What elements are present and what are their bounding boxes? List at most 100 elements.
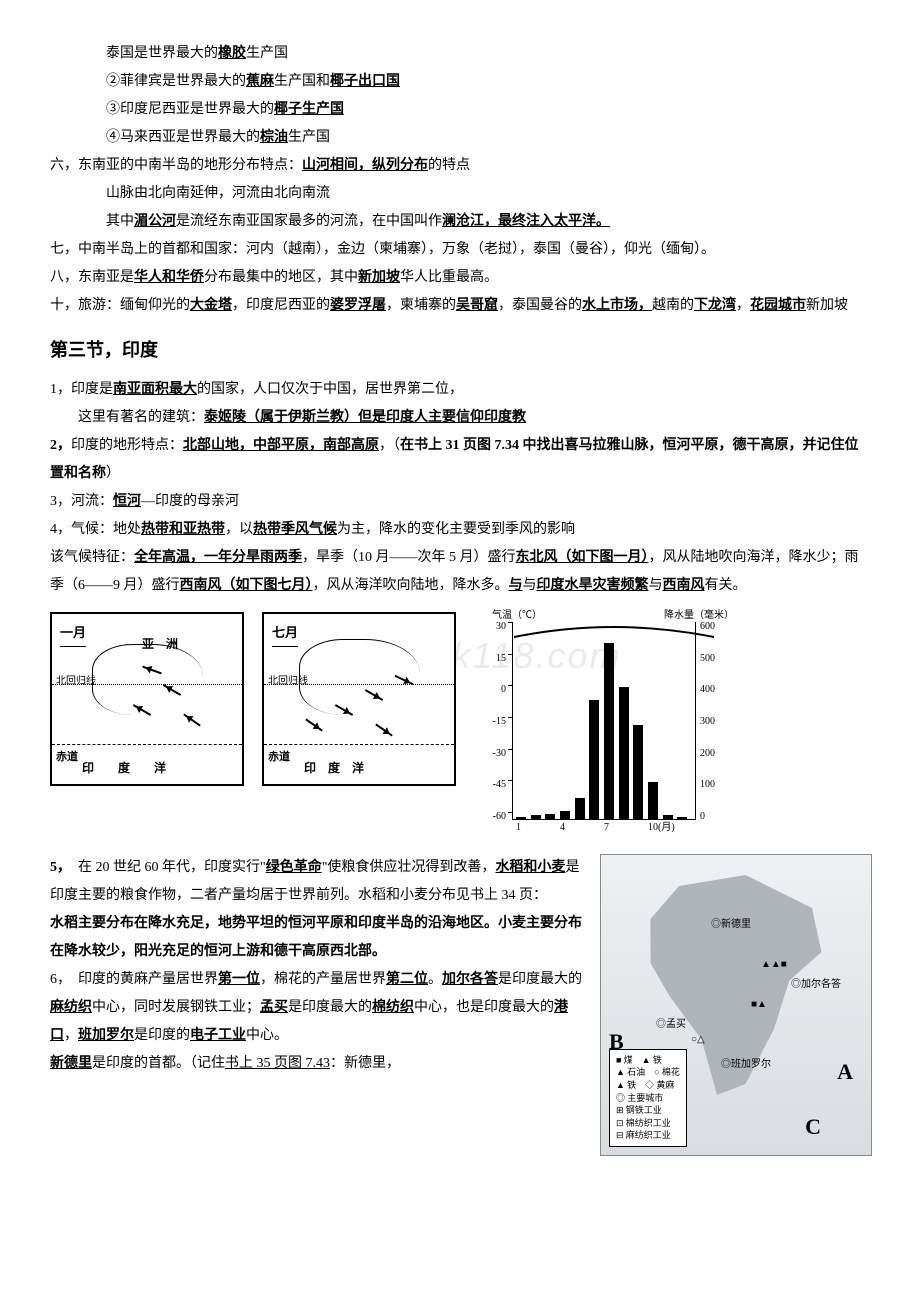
text: 的特点 (428, 158, 470, 173)
text: 八，东南亚是 (50, 270, 134, 285)
text: 生产国 (246, 46, 288, 61)
text: 华人和华侨 (134, 270, 204, 285)
text: 3，河流： (50, 494, 113, 509)
legend-row: ⊞ 钢铁工业 (616, 1104, 680, 1117)
label-equator: 赤道 (268, 746, 290, 768)
text: 。 (428, 972, 442, 987)
text: 中心。 (246, 1028, 288, 1043)
text: ， (64, 1028, 78, 1043)
text: —印度的母亲河 (141, 494, 239, 509)
text: 澜沧江，最终注入太平洋。 (442, 214, 610, 229)
text: 麻纺织 (50, 1000, 92, 1015)
text: 孟买 (260, 1000, 288, 1015)
text: ，泰国曼谷的 (498, 298, 582, 313)
text: 东北风（如下图一月） (516, 550, 649, 565)
text: 为主，降水的变化主要受到季风的影响 (337, 522, 575, 537)
map-legend: ■ 煤 ▲ 铁 ▲ 石油 ○ 棉花 ▲ 铁 ◇ 黄麻 ◎ 主要城市 ⊞ 钢铁工业… (609, 1049, 687, 1147)
temp-curve (514, 622, 714, 822)
text: 恒河 (113, 494, 141, 509)
city-mumbai: ◎孟买 (656, 1015, 686, 1035)
text: 棉纺织 (372, 1000, 414, 1015)
text: 棕油 (260, 130, 288, 145)
text: 蕉麻 (246, 74, 274, 89)
ytick-left: 15 (496, 649, 506, 669)
text: 橡胶 (218, 46, 246, 61)
text: ②菲律宾是世界最大的 (106, 74, 246, 89)
text: 这里有著名的建筑： (78, 410, 204, 425)
text: 印度水旱灾害频繁 (537, 578, 649, 593)
text: "使粮食供应壮况得到改善， (322, 860, 496, 875)
text: 西南风（如下图七月） (180, 578, 313, 593)
text: 花园城市 (750, 298, 806, 313)
label-ocean: 印 度 洋 (82, 756, 166, 780)
text: ，风从海洋吹向陆地，降水多。 (313, 578, 509, 593)
ytick-left: -45 (493, 775, 506, 795)
text: 下龙湾 (694, 298, 736, 313)
text: 山河相间，纵列分布 (302, 158, 428, 173)
text: 是印度最大的 (498, 972, 582, 987)
legend-row: ◎ 主要城市 (616, 1092, 680, 1105)
text: 全年高温，一年分旱雨两季 (134, 550, 302, 565)
text: 第二位 (386, 972, 428, 987)
text: 十，旅游：缅甸仰光的 (50, 298, 190, 313)
label-ocean: 印 度 洋 (304, 756, 364, 780)
text: 是印度的首都。（记住 (92, 1056, 225, 1071)
text: ， (736, 298, 750, 313)
text: ，棉花的产量居世界 (260, 972, 386, 987)
text: 中心，也是印度最大的 (414, 1000, 554, 1015)
text: 印度教 (484, 410, 526, 425)
text: 泰国是世界最大的 (106, 46, 218, 61)
text: 在 20 世纪 60 年代，印度实行" (64, 860, 266, 875)
text: 新加坡 (358, 270, 400, 285)
text: 5， (50, 860, 64, 875)
legend-row: ⊟ 麻纺织工业 (616, 1129, 680, 1142)
text: 与 (649, 578, 663, 593)
text: 是流经东南亚国家最多的河流，在中国叫作 (176, 214, 442, 229)
text: 中心，同时发展钢铁工业； (92, 1000, 260, 1015)
text: 越南的 (652, 298, 694, 313)
symbol: ○△ (691, 1030, 705, 1050)
map-july: 七月 北回归线 赤道 印 度 洋 (262, 612, 456, 786)
text: 的国家，人口仅次于中国，居世界第二位， (197, 382, 463, 397)
text: ④马来西亚是世界最大的 (106, 130, 260, 145)
map-january: 一月 亚 洲 北回归线 赤道 印 度 洋 (50, 612, 244, 786)
city-bangalore: ◎班加罗尔 (721, 1055, 771, 1075)
text: 新加坡 (806, 298, 848, 313)
text: 热带季风气候 (253, 522, 337, 537)
legend-row: ■ 煤 ▲ 铁 (616, 1054, 680, 1067)
label-equator: 赤道 (56, 746, 78, 768)
text: 婆罗浮屠 (330, 298, 386, 313)
city-kolkata: ◎加尔各答 (791, 975, 841, 995)
text: 华人比重最高。 (400, 270, 498, 285)
text: 椰子出口国 (330, 74, 400, 89)
label-c: C (805, 1105, 821, 1149)
text: 南亚面积最大 (113, 382, 197, 397)
text: ，（ (379, 438, 400, 453)
text: 4，气候：地处 (50, 522, 141, 537)
text: 北部山地，中部平原，南部高原 (183, 438, 379, 453)
text: 有关。 (705, 578, 747, 593)
text: ：新德里， (330, 1056, 400, 1071)
label-a: A (837, 1050, 853, 1094)
text: 西南风 (663, 578, 705, 593)
text: 第一位 (218, 972, 260, 987)
india-map: ◎新德里 ◎孟买 ◎加尔各答 ◎班加罗尔 ▲▲■ ■▲ ○△ A B C ■ 煤… (600, 854, 872, 1156)
ytick-left: -30 (493, 744, 506, 764)
text: 该气候特征： (50, 550, 134, 565)
text: 大金塔 (190, 298, 232, 313)
text: 电子工业 (190, 1028, 246, 1043)
text: 班加罗尔 (78, 1028, 134, 1043)
text: 生产国和 (274, 74, 330, 89)
text: 2， (50, 438, 71, 453)
text: 与 (509, 578, 523, 593)
text: 热带和亚热带 (141, 522, 225, 537)
ytick-left: -15 (493, 712, 506, 732)
item-seven: 七，中南半岛上的首都和国家：河内（越南），金边（柬埔寨），万象（老挝），泰国（曼… (50, 236, 870, 264)
text: 书上 35 页图 7.43 (225, 1056, 330, 1071)
text: ③印度尼西亚是世界最大的 (106, 102, 274, 117)
symbol: ■▲ (751, 995, 767, 1015)
text: ，以 (225, 522, 253, 537)
text: 生产国 (288, 130, 330, 145)
map-month-label: 七月 (272, 620, 298, 647)
text: 6， 印度的黄麻产量居世界 (50, 972, 218, 987)
